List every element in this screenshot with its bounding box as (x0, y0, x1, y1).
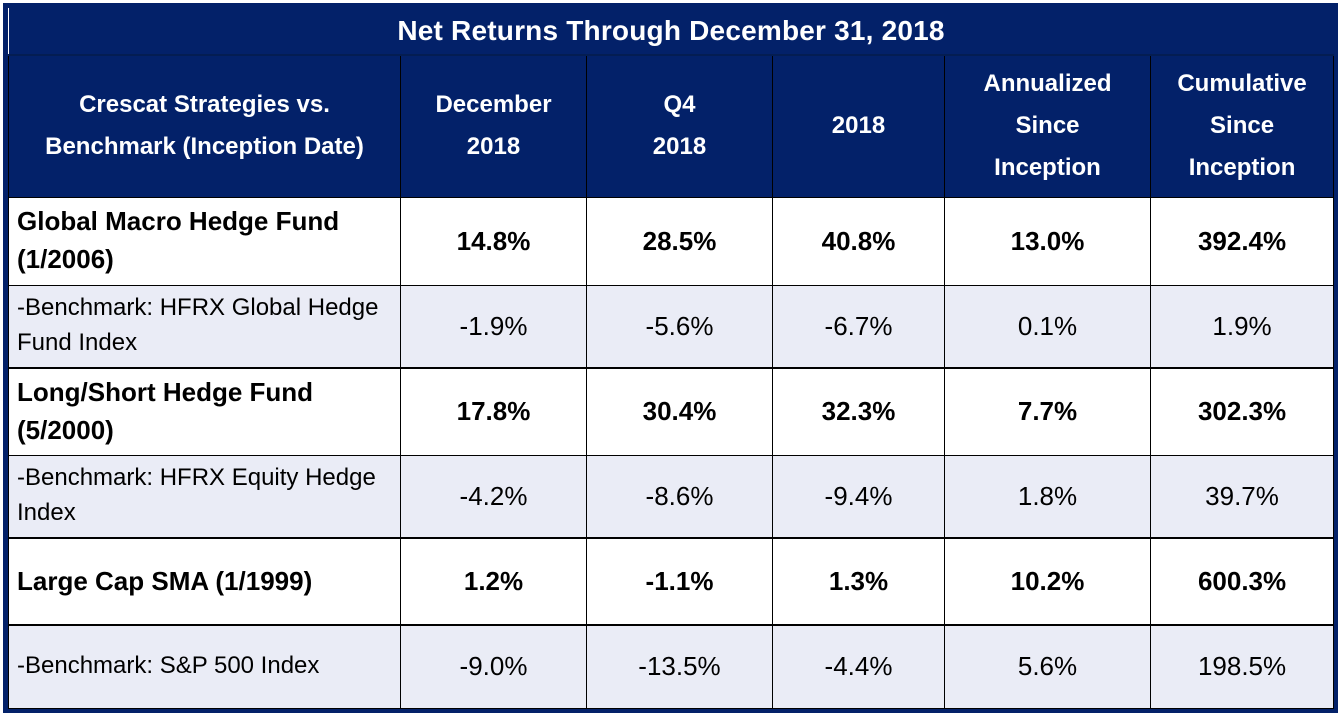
row-global-macro-hedge-fund: Global Macro Hedge Fund (1/2006) 14.8% 2… (8, 196, 1335, 286)
value-cell: 0.1% (944, 284, 1151, 369)
value-cell: 17.8% (400, 367, 587, 456)
strategy-label: Long/Short Hedge Fund (5/2000) (8, 367, 401, 456)
value-cell: -5.6% (586, 284, 773, 369)
value-cell: 1.8% (944, 454, 1151, 539)
value-cell: 302.3% (1149, 367, 1335, 456)
row-large-cap-sma: Large Cap SMA (1/1999) 1.2% -1.1% 1.3% 1… (8, 537, 1335, 626)
row-long-short-hedge-fund: Long/Short Hedge Fund (5/2000) 17.8% 30.… (8, 367, 1335, 456)
value-cell: 39.7% (1149, 454, 1335, 539)
value-cell: 1.9% (1149, 284, 1335, 369)
value-cell: 10.2% (944, 537, 1151, 626)
value-cell: -13.5% (586, 624, 773, 709)
value-cell: -8.6% (586, 454, 773, 539)
column-header-december-2018: December 2018 (400, 55, 587, 198)
value-cell: 7.7% (944, 367, 1151, 456)
column-header-annualized-since-inception: Annualized Since Inception (944, 55, 1151, 198)
column-header-cumulative-since-inception: Cumulative Since Inception (1149, 55, 1335, 198)
benchmark-label: -Benchmark: S&P 500 Index (8, 624, 401, 709)
value-cell: -1.1% (586, 537, 773, 626)
strategy-label: Large Cap SMA (1/1999) (8, 537, 401, 626)
value-cell: 13.0% (944, 196, 1151, 286)
net-returns-table: Net Returns Through December 31, 2018 Cr… (8, 8, 1335, 709)
title-row: Net Returns Through December 31, 2018 (8, 8, 1334, 56)
value-cell: 1.2% (400, 537, 587, 626)
value-cell: -4.2% (400, 454, 587, 539)
value-cell: -6.7% (772, 284, 945, 369)
strategy-label: Global Macro Hedge Fund (1/2006) (8, 196, 401, 286)
value-cell: 5.6% (944, 624, 1151, 709)
header-row: Crescat Strategies vs. Benchmark (Incept… (8, 55, 1335, 198)
value-cell: 198.5% (1149, 624, 1335, 709)
value-cell: 40.8% (772, 196, 945, 286)
value-cell: -9.4% (772, 454, 945, 539)
value-cell: 1.3% (772, 537, 945, 626)
table-title: Net Returns Through December 31, 2018 (8, 8, 1334, 56)
value-cell: 32.3% (772, 367, 945, 456)
benchmark-label: -Benchmark: HFRX Global Hedge Fund Index (8, 284, 401, 369)
value-cell: 392.4% (1149, 196, 1335, 286)
column-header-strategies: Crescat Strategies vs. Benchmark (Incept… (8, 55, 401, 198)
value-cell: 30.4% (586, 367, 773, 456)
column-header-2018: 2018 (772, 55, 945, 198)
table-frame: Net Returns Through December 31, 2018 Cr… (3, 3, 1338, 713)
value-cell: -1.9% (400, 284, 587, 369)
value-cell: 14.8% (400, 196, 587, 286)
value-cell: -9.0% (400, 624, 587, 709)
value-cell: 28.5% (586, 196, 773, 286)
row-benchmark-sp500: -Benchmark: S&P 500 Index -9.0% -13.5% -… (8, 624, 1335, 709)
value-cell: -4.4% (772, 624, 945, 709)
column-header-q4-2018: Q4 2018 (586, 55, 773, 198)
row-benchmark-hfrx-global-hedge: -Benchmark: HFRX Global Hedge Fund Index… (8, 284, 1335, 369)
benchmark-label: -Benchmark: HFRX Equity Hedge Index (8, 454, 401, 539)
row-benchmark-hfrx-equity-hedge: -Benchmark: HFRX Equity Hedge Index -4.2… (8, 454, 1335, 539)
value-cell: 600.3% (1149, 537, 1335, 626)
